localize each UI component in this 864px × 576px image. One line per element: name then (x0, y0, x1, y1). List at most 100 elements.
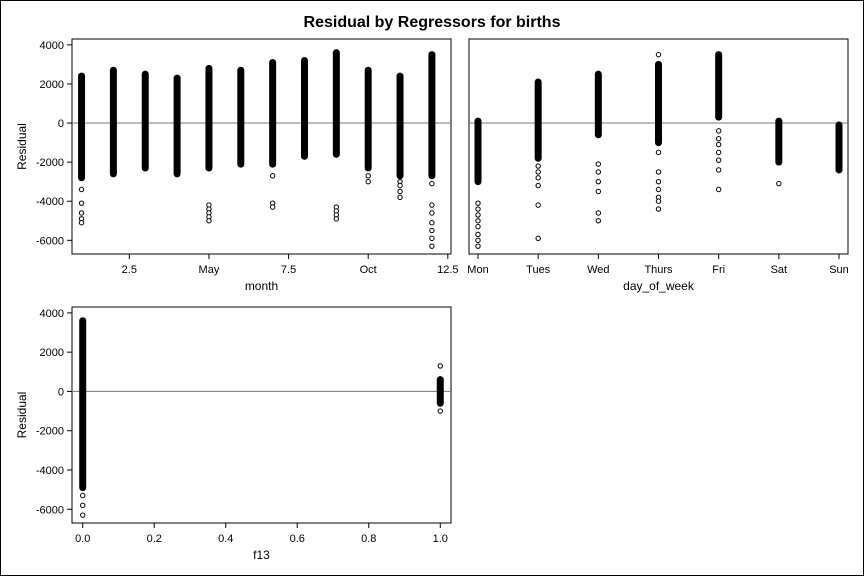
x-axis-label: month (245, 279, 278, 293)
residual-point (365, 178, 371, 185)
x-tick-label: Tues (526, 264, 551, 276)
x-tick-label: 0.0 (75, 533, 90, 545)
residual-point (715, 167, 722, 173)
residual-point (429, 202, 435, 208)
x-tick-label: 0.4 (218, 533, 233, 545)
y-tick-label: -4000 (36, 196, 64, 208)
x-tick-label: 0.2 (147, 533, 162, 545)
residual-point (655, 206, 662, 212)
residual-point (715, 186, 722, 193)
residual-point (776, 180, 782, 187)
residual-point (655, 51, 662, 58)
residual-point (535, 169, 541, 175)
data-columns (79, 317, 444, 518)
y-tick-label: 0 (58, 386, 64, 398)
data-columns (474, 51, 843, 249)
residual-point (429, 180, 435, 187)
plot-frame (71, 306, 452, 524)
residual-point (397, 182, 403, 189)
residual-point (475, 243, 481, 249)
residual-point (595, 178, 602, 185)
y-tick-label: 4000 (40, 40, 64, 52)
residual-point (475, 200, 481, 206)
residual-point (655, 198, 662, 204)
residual-point (715, 157, 722, 163)
residual-point (397, 188, 403, 195)
residual-point (429, 243, 435, 249)
x-axis-label: day_of_week (623, 279, 695, 293)
residual-point (595, 169, 602, 175)
y-tick-label: 0 (58, 118, 64, 130)
residual-point (80, 492, 86, 499)
x-tick-label: Sun (829, 264, 849, 276)
x-tick-label: 7.5 (281, 264, 296, 276)
residual-point (715, 149, 722, 156)
x-tick-label: Sat (771, 264, 788, 276)
residual-point (535, 235, 541, 242)
residual-point (78, 220, 85, 226)
x-tick-label: May (199, 264, 220, 276)
residual-point (595, 188, 602, 195)
residual-point (429, 235, 435, 242)
y-axis: 4000 2000 0 -2000 -4000 -6000 (36, 40, 72, 247)
x-tick-label: 12.5 (437, 264, 458, 276)
panel-f13: 0.0 0.2 0.4 0.6 0.8 1.0 f13 4000 2000 0 -2000 -4000… (15, 306, 452, 562)
residual-point (78, 186, 85, 193)
residual-point (715, 128, 722, 134)
x-axis-label: f13 (253, 548, 270, 562)
y-axis-label: Residual (15, 392, 29, 439)
residual-point (437, 363, 443, 369)
residual-point (715, 135, 722, 142)
x-tick-label: 1.0 (433, 533, 448, 545)
residual-point (535, 163, 541, 169)
residual-point (365, 173, 371, 179)
residual-point (429, 227, 435, 234)
x-axis: 0.0 0.2 0.4 0.6 0.8 1.0 (75, 523, 448, 545)
plot-frame (71, 38, 452, 255)
residual-point (333, 216, 340, 222)
y-tick-label: 2000 (40, 347, 64, 359)
panel-month: 2.5 May 7.5 Oct 12.5 month 4000 2000 0 -2000 -4000… (15, 38, 459, 293)
residual-point (655, 149, 662, 156)
residual-point (429, 220, 435, 226)
x-tick-label: Thurs (644, 264, 673, 276)
x-axis: Mon Tues Wed Thurs Fri Sat Sun (467, 254, 849, 276)
residual-point (475, 237, 481, 244)
y-tick-label: -2000 (36, 157, 64, 169)
panel-day_of_week: Mon Tues Wed Thurs Fri Sat Sun day_of_week (467, 38, 849, 293)
figure-title: Residual by Regressors for births (304, 14, 561, 31)
residual-point (80, 512, 86, 518)
residual-point (397, 194, 403, 201)
y-axis: 4000 2000 0 -2000 -4000 -6000 (36, 308, 72, 516)
x-tick-label: Wed (587, 264, 609, 276)
residual-point (655, 178, 662, 185)
residual-point (80, 502, 86, 509)
x-tick-label: Oct (360, 264, 377, 276)
residual-point (595, 161, 602, 167)
residual-point (475, 212, 481, 218)
residual-point (655, 186, 662, 193)
y-tick-label: 2000 (40, 79, 64, 91)
x-tick-label: 2.5 (122, 264, 137, 276)
y-tick-label: -4000 (36, 465, 64, 477)
y-tick-label: -6000 (36, 235, 64, 247)
residual-point (475, 223, 481, 230)
residual-point (535, 175, 541, 181)
x-tick-label: 0.6 (290, 533, 305, 545)
residual-point (206, 218, 212, 224)
y-axis-label: Residual (15, 123, 29, 170)
residual-point (595, 210, 602, 216)
residual-point (535, 202, 541, 208)
residual-point (475, 218, 481, 224)
y-tick-label: -2000 (36, 426, 64, 438)
x-tick-label: Fri (712, 264, 725, 276)
data-columns (78, 49, 436, 249)
y-tick-label: 4000 (40, 308, 64, 320)
x-tick-label: Mon (467, 264, 488, 276)
x-tick-label: 0.8 (361, 533, 376, 545)
residual-point (655, 169, 662, 175)
residual-point (437, 408, 443, 414)
panels-group: 2.5 May 7.5 Oct 12.5 month 4000 2000 0 -2000 -4000… (15, 38, 849, 562)
residual-point (78, 200, 85, 206)
